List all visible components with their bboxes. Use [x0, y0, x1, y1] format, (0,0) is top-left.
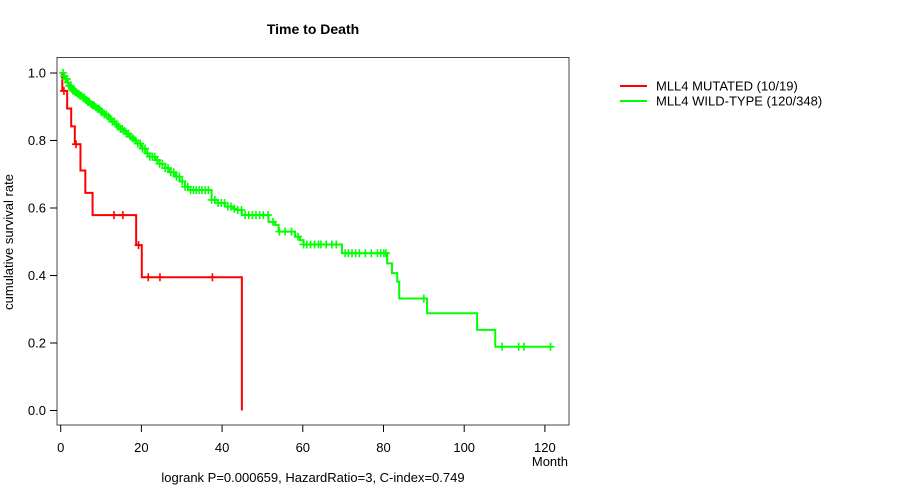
x-tick-label: 100: [453, 440, 475, 455]
legend-label-wild-type: MLL4 WILD-TYPE (120/348): [656, 94, 822, 109]
censor-tick: [287, 227, 296, 236]
censor-tick: [268, 217, 277, 226]
legend: MLL4 MUTATED (10/19) MLL4 WILD-TYPE (120…: [620, 79, 822, 109]
chart-title: Time to Death: [267, 21, 359, 37]
censor-tick: [109, 211, 118, 220]
y-axis-label: cumulative survival rate: [1, 174, 16, 310]
y-axis: 0.0 0.2 0.4 0.6 0.8 1.0: [28, 66, 57, 418]
censor-tick: [237, 206, 246, 215]
x-axis-unit-label: Month: [532, 454, 568, 469]
censor-tick: [144, 273, 153, 282]
legend-label-mutated: MLL4 MUTATED (10/19): [656, 79, 798, 94]
survival-curve-mutated: [60, 72, 243, 411]
censor-tick: [208, 273, 217, 282]
plot-frame: [56, 57, 570, 426]
censor-tick: [158, 159, 167, 168]
censor-tick: [230, 204, 239, 213]
x-tick-label: 80: [376, 440, 390, 455]
censor-tick: [519, 342, 528, 351]
censor-tick: [141, 144, 150, 153]
censor-tick: [419, 294, 428, 303]
censor-tick: [332, 240, 341, 249]
survival-curve-wild-type: [60, 72, 553, 348]
y-tick-label: 0.0: [28, 403, 46, 418]
y-tick-label: 0.4: [28, 268, 46, 283]
censor-tick: [118, 211, 127, 220]
censor-tick: [164, 164, 173, 173]
censor-tick: [204, 186, 213, 195]
y-tick-label: 1.0: [28, 66, 46, 81]
x-axis: 0 20 40 60 80 100 120: [57, 425, 556, 455]
y-tick-label: 0.6: [28, 201, 46, 216]
x-tick-label: 0: [57, 440, 64, 455]
censor-tick: [136, 139, 145, 148]
censor-tick: [178, 177, 187, 186]
censor-tick: [59, 86, 68, 95]
x-tick-label: 60: [296, 440, 310, 455]
censor-tick: [134, 241, 143, 250]
censor-tick: [546, 342, 555, 351]
censor-tick: [155, 273, 164, 282]
censor-tick: [498, 342, 507, 351]
censor-tick: [381, 249, 390, 258]
curves-layer: [59, 69, 555, 411]
censor-tick: [175, 172, 184, 181]
x-tick-label: 20: [134, 440, 148, 455]
x-tick-label: 120: [534, 440, 556, 455]
y-tick-label: 0.2: [28, 336, 46, 351]
x-tick-label: 40: [215, 440, 229, 455]
censor-tick: [264, 211, 273, 220]
censor-tick: [293, 232, 302, 241]
y-tick-label: 0.8: [28, 133, 46, 148]
stats-annotation: logrank P=0.000659, HazardRatio=3, C-ind…: [161, 470, 464, 485]
censor-tick: [169, 168, 178, 177]
censor-tick: [72, 140, 81, 149]
